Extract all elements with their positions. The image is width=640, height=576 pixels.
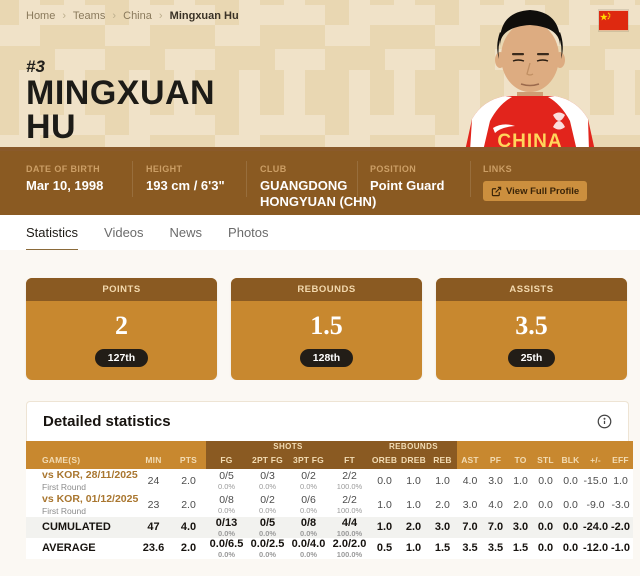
- svg-text:CHINA: CHINA: [497, 131, 562, 151]
